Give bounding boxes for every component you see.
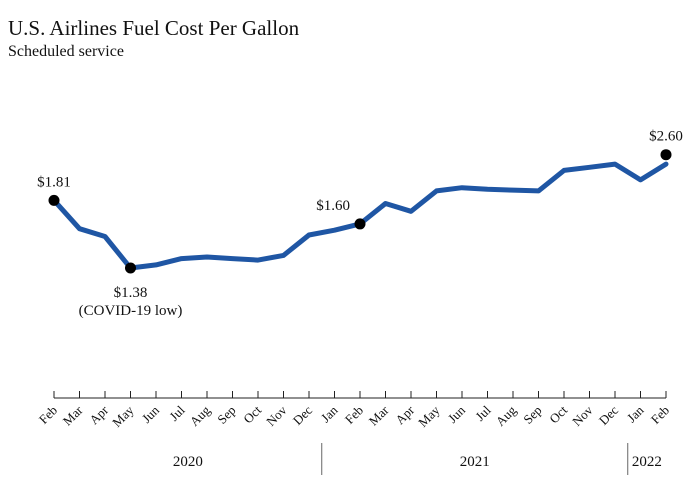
- year-label: 2020: [173, 454, 203, 470]
- x-tick-label: Jun: [445, 402, 469, 426]
- x-tick-label: Jan: [624, 402, 647, 425]
- x-tick-label: Mar: [60, 402, 86, 428]
- x-tick-label: Aug: [187, 402, 214, 429]
- x-tick-label: Feb: [648, 403, 672, 427]
- chart-title: U.S. Airlines Fuel Cost Per Gallon: [8, 16, 300, 40]
- annotation-labels: $1.81 $1.38 (COVID-19 low) $1.60 $2.60: [37, 129, 683, 319]
- x-tick-label: Sep: [214, 403, 238, 427]
- x-tick-label: May: [415, 402, 443, 430]
- x-tick-label: Jun: [139, 402, 163, 426]
- annotation-label: $2.60: [649, 129, 683, 145]
- year-label: 2021: [460, 454, 490, 470]
- x-tick-label: Feb: [342, 403, 366, 427]
- series-line-layer: [51, 161, 669, 271]
- annotation-marker: [125, 262, 136, 274]
- year-label: 2022: [632, 454, 662, 470]
- x-tick-label: Mar: [366, 402, 392, 428]
- chart-subtitle: Scheduled service: [8, 43, 124, 60]
- x-tick-label: Feb: [36, 403, 60, 427]
- annotation-label: (COVID-19 low): [79, 303, 183, 319]
- annotation-marker: [354, 218, 366, 230]
- x-tick-label: Dec: [290, 402, 316, 428]
- x-tick-label: Sep: [520, 403, 544, 427]
- series-line: [51, 161, 669, 271]
- x-tick-label: Apr: [86, 402, 111, 427]
- x-tick-label: Jul: [472, 402, 494, 424]
- x-tick-label: Oct: [240, 402, 264, 426]
- annotation-marker: [48, 194, 60, 206]
- x-tick-label: Aug: [493, 402, 520, 429]
- x-tick-label: Apr: [392, 402, 417, 427]
- x-tick-label: Nov: [263, 402, 290, 429]
- annotation-label: $1.38: [114, 285, 148, 301]
- x-tick-label: May: [109, 402, 137, 430]
- x-tick-label: Dec: [596, 402, 622, 428]
- x-tick-label: Jul: [166, 402, 188, 424]
- x-tick-label: Oct: [546, 402, 570, 426]
- annotation-label: $1.81: [37, 174, 71, 190]
- x-tick-label: Nov: [569, 402, 596, 429]
- annotation-markers: [48, 149, 672, 274]
- annotation-marker: [660, 149, 672, 161]
- annotation-label: $1.60: [316, 198, 350, 214]
- x-tick-label: Jan: [318, 402, 341, 425]
